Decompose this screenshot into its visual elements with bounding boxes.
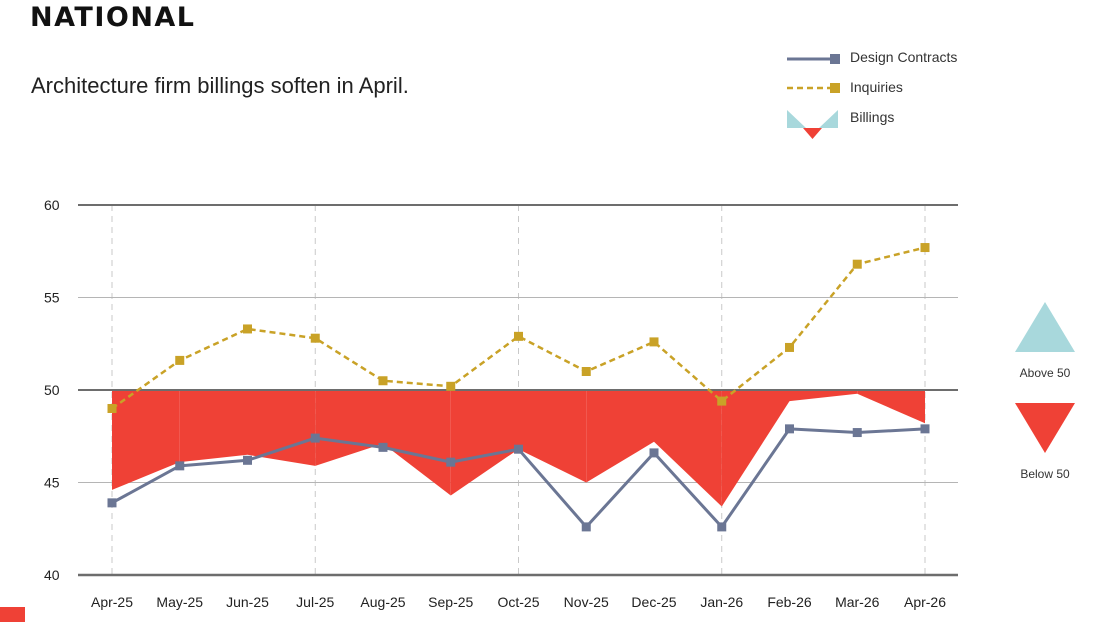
billings-area-segment-jun-25-0 <box>247 390 316 466</box>
billings-area-segment-aug-25-0 <box>383 390 451 496</box>
x-tick-label-aug-25: Aug-25 <box>360 594 405 610</box>
point-inquiries-feb-26 <box>785 342 794 352</box>
corner-accent-block <box>0 607 25 622</box>
point-design-contracts-mar-26 <box>852 428 862 438</box>
point-inquiries-nov-25 <box>581 367 591 376</box>
legend-item-design-contracts: Design Contracts <box>787 49 957 65</box>
billings-area-segment-feb-26-0 <box>789 390 858 402</box>
x-tick-label-jul-25: Jul-25 <box>296 594 334 610</box>
legend-billings-above-right-icon <box>819 110 838 128</box>
legend-billings-above-left-icon <box>787 110 806 128</box>
x-tick-label-feb-26: Feb-26 <box>767 594 812 610</box>
point-inquiries-aug-25 <box>378 376 388 386</box>
point-design-contracts-jan-26 <box>717 522 727 532</box>
x-tick-label-jun-25: Jun-25 <box>226 594 269 610</box>
axis-lines <box>78 204 958 577</box>
x-tick-label-apr-26: Apr-26 <box>904 594 946 610</box>
billings-area-layer <box>112 390 925 507</box>
y-tick-label-45: 45 <box>44 475 60 491</box>
series-lines <box>107 243 930 532</box>
point-design-contracts-jul-25 <box>310 433 320 443</box>
below-50-triangle-icon <box>1015 403 1075 453</box>
point-inquiries-jun-25 <box>243 324 252 334</box>
point-inquiries-apr-25 <box>107 404 117 413</box>
y-tick-labels: 40 45 50 55 60 <box>44 197 60 583</box>
point-inquiries-dec-25 <box>649 337 659 347</box>
billings-area-segment-may-25-0 <box>179 390 248 463</box>
x-tick-label-may-25: May-25 <box>156 594 203 610</box>
point-design-contracts-oct-25 <box>514 444 523 454</box>
legend-billings-below-icon <box>803 128 822 139</box>
billings-area-segment-mar-26-0 <box>857 390 925 424</box>
x-tick-label-dec-25: Dec-25 <box>631 594 676 610</box>
point-design-contracts-sep-25 <box>446 457 456 467</box>
legend-inquiries-square-icon <box>830 83 840 93</box>
horizontal-gridlines <box>78 297 958 483</box>
point-design-contracts-dec-25 <box>649 448 659 458</box>
x-tick-label-jan-26: Jan-26 <box>700 594 743 610</box>
billings-area-segment-sep-25-0 <box>450 390 519 496</box>
x-tick-labels: Apr-25 May-25 Jun-25 Jul-25 Aug-25 Sep-25 Oct-… <box>91 594 946 610</box>
point-inquiries-may-25 <box>175 355 185 365</box>
point-design-contracts-apr-26 <box>920 424 930 434</box>
legend-item-inquiries: Inquiries <box>787 79 903 95</box>
legend-label-design-contracts: Design Contracts <box>850 49 957 65</box>
point-design-contracts-feb-26 <box>785 424 794 434</box>
y-tick-label-40: 40 <box>44 567 60 583</box>
above-50-triangle-icon <box>1015 302 1075 352</box>
x-tick-label-sep-25: Sep-25 <box>428 594 473 610</box>
y-tick-label-60: 60 <box>44 197 60 213</box>
point-design-contracts-may-25 <box>175 461 185 471</box>
legend-label-billings: Billings <box>850 109 894 125</box>
point-design-contracts-nov-25 <box>581 522 591 532</box>
billings-area-segment-dec-25-0 <box>654 390 722 507</box>
billings-area-segment-nov-25-0 <box>586 390 654 483</box>
point-design-contracts-aug-25 <box>378 442 388 452</box>
point-inquiries-sep-25 <box>446 381 456 391</box>
side-legend: Above 50 Below 50 <box>1015 302 1075 481</box>
point-inquiries-jul-25 <box>310 333 320 343</box>
point-design-contracts-jun-25 <box>243 455 252 465</box>
x-tick-label-mar-26: Mar-26 <box>835 594 880 610</box>
x-tick-label-oct-25: Oct-25 <box>497 594 539 610</box>
page-title: NATIONAL <box>30 2 196 33</box>
y-tick-label-50: 50 <box>44 382 60 398</box>
billings-area-segment-oct-25-0 <box>518 390 587 483</box>
legend: Design Contracts Inquiries Billings <box>787 49 957 139</box>
chart-subtitle: Architecture firm billings soften in Apr… <box>31 73 409 98</box>
billings-area-segment-jan-26-0 <box>721 390 790 507</box>
point-inquiries-mar-26 <box>852 259 862 269</box>
point-inquiries-apr-26 <box>920 243 930 253</box>
legend-label-inquiries: Inquiries <box>850 79 903 95</box>
x-tick-label-nov-25: Nov-25 <box>564 594 609 610</box>
above-50-label: Above 50 <box>1020 366 1071 380</box>
vertical-gridlines <box>111 205 926 575</box>
x-tick-label-apr-25: Apr-25 <box>91 594 133 610</box>
point-inquiries-jan-26 <box>717 396 727 406</box>
billings-area-segment-jul-25-0 <box>315 390 383 466</box>
below-50-label: Below 50 <box>1020 467 1070 481</box>
legend-item-billings: Billings <box>787 109 894 139</box>
y-tick-label-55: 55 <box>44 290 60 306</box>
point-inquiries-oct-25 <box>514 331 523 341</box>
legend-design-square-icon <box>830 54 840 64</box>
billings-area-segment-apr-25-0 <box>112 390 180 490</box>
point-design-contracts-apr-25 <box>107 498 117 508</box>
